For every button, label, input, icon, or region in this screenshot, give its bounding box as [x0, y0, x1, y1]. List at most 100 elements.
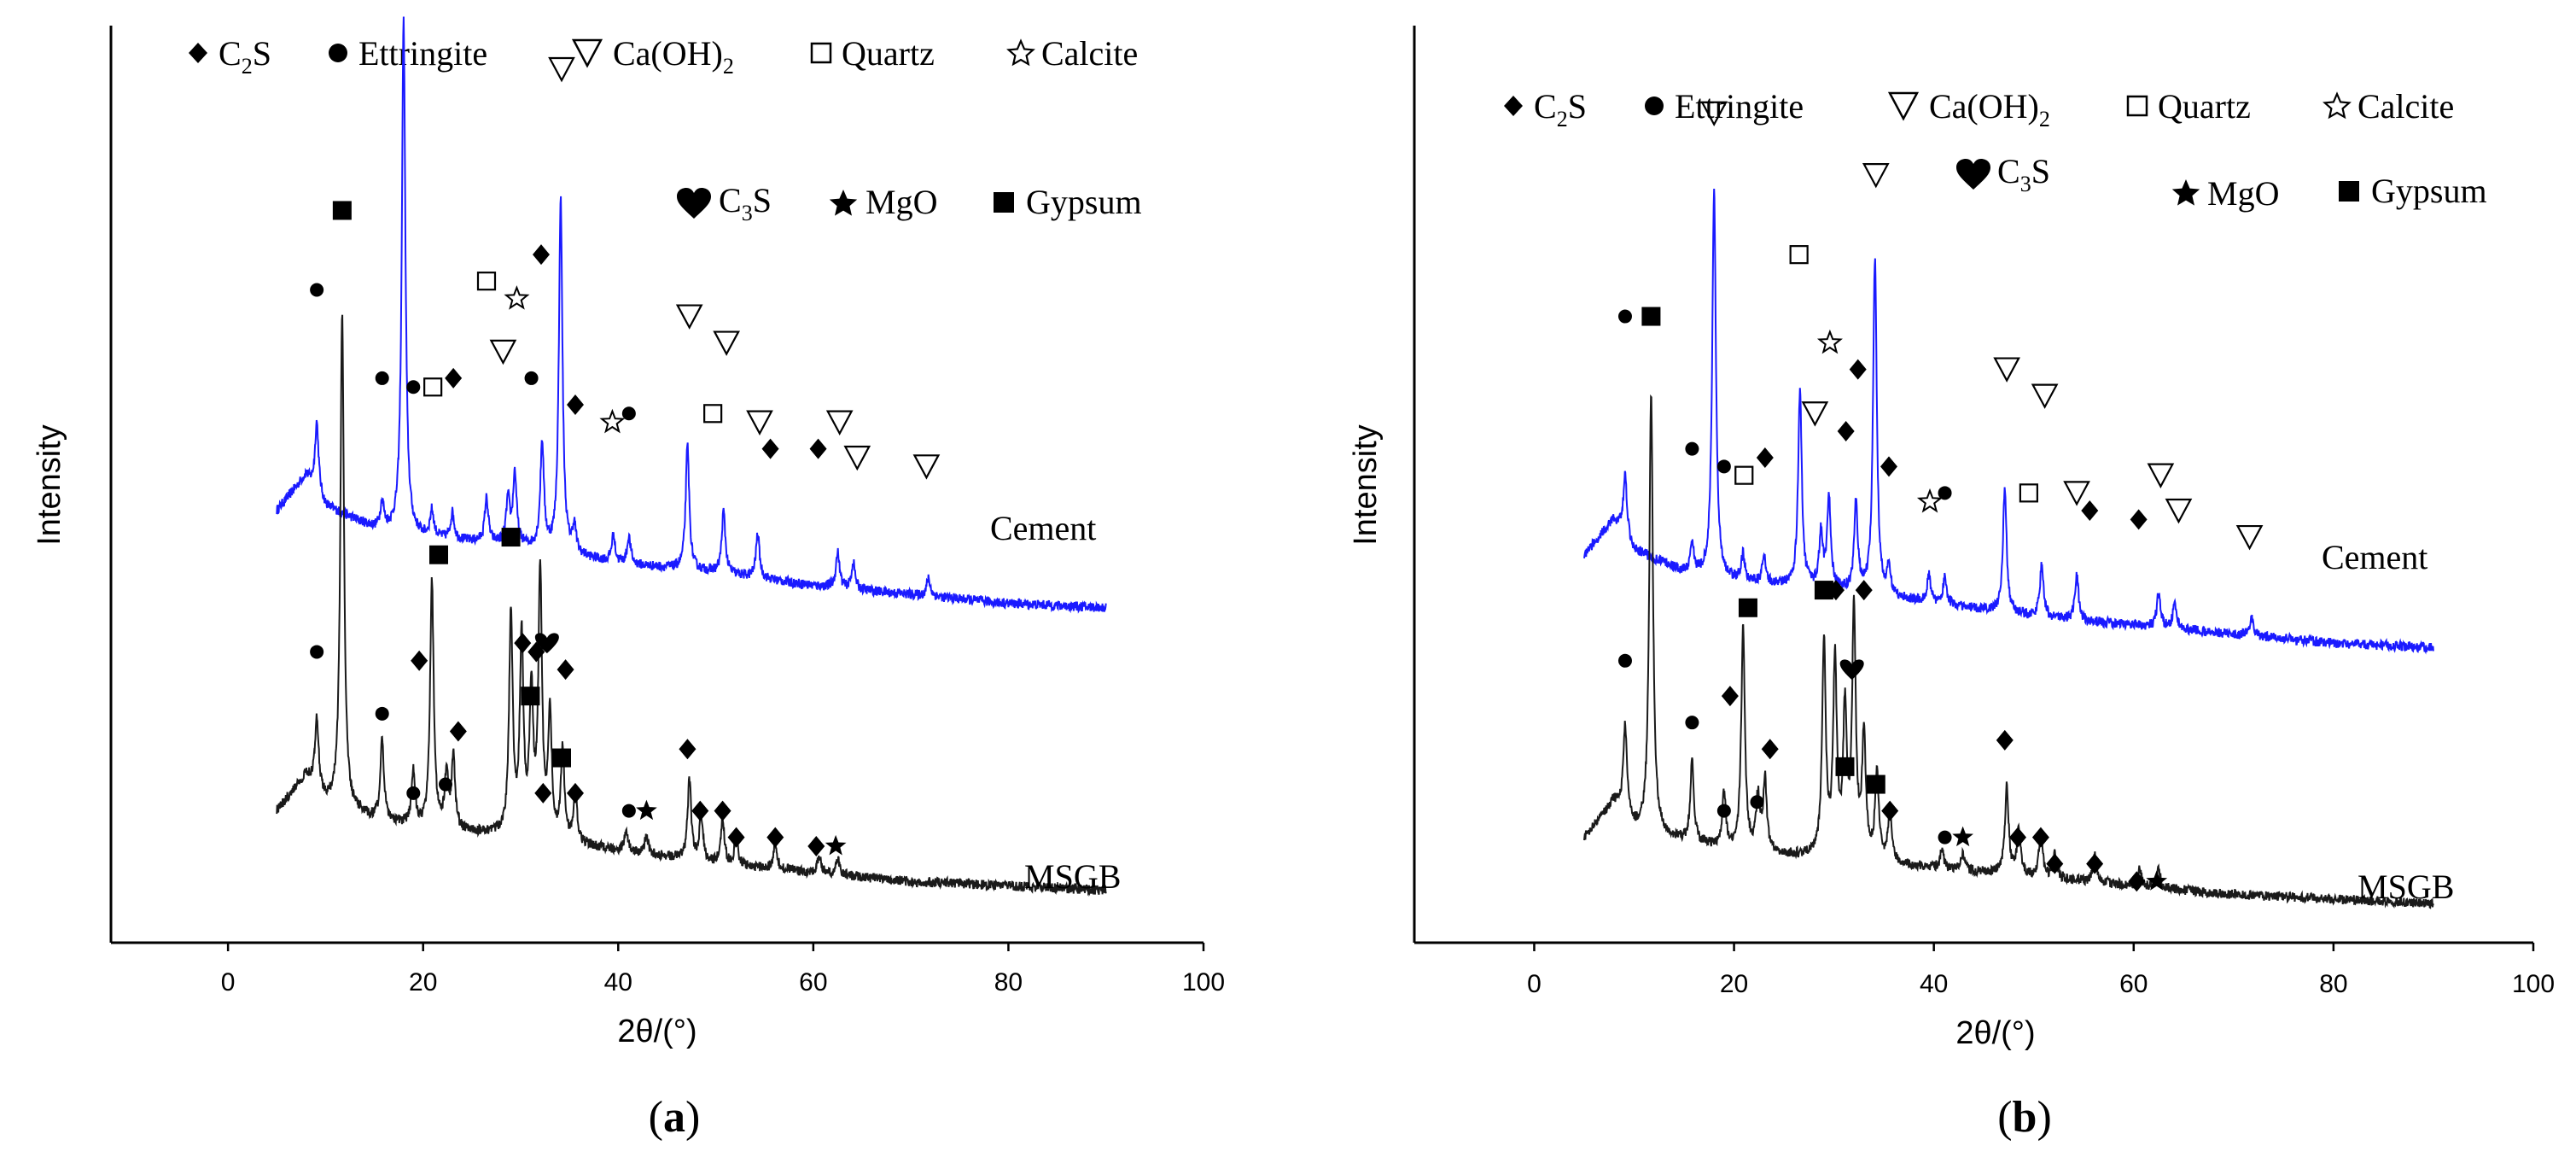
c2s-marker [761, 438, 779, 459]
x-tick-label: 80 [994, 968, 1023, 996]
caoh2-marker [548, 56, 575, 83]
panel-b-phase-markers [1617, 101, 2264, 892]
c3s-legend-label: C3S [1997, 152, 2050, 196]
quartz-marker [1734, 465, 1754, 485]
c2s-marker [557, 659, 574, 681]
mgo-legend-label: MgO [865, 183, 937, 221]
panel-a-msgb-pattern [276, 314, 1107, 897]
gypsum-marker [521, 687, 540, 706]
x-tick-label: 0 [221, 968, 236, 996]
panel-b-msgb-pattern [1583, 394, 2434, 909]
gypsum-marker [501, 528, 521, 547]
caoh2-legend-label: Ca(OH)2 [1929, 87, 2050, 131]
c2s-marker [449, 721, 467, 742]
caoh2-marker [912, 454, 941, 480]
quartz-legend-label: Quartz [842, 34, 935, 73]
mgo-legend-icon [2171, 179, 2200, 206]
ettringite-marker [1617, 309, 1632, 324]
c2s-marker [2009, 827, 2027, 848]
ettringite-marker [1617, 653, 1632, 668]
x-tick-label: 100 [1182, 968, 1225, 996]
panel-a-msgb-label: MSGB [1024, 857, 1121, 896]
ettringite-marker [1685, 716, 1699, 730]
calcite-legend-label: Calcite [2357, 87, 2454, 126]
ettringite-marker [406, 786, 421, 800]
gypsum-marker [1738, 598, 1757, 617]
x-tick-label: 60 [2119, 970, 2148, 998]
c2s-marker [533, 244, 550, 266]
c2s-legend-icon [189, 43, 207, 63]
ettringite-marker [406, 380, 421, 394]
caoh2-marker [1801, 401, 1829, 427]
caoh2-marker [746, 410, 773, 435]
caoh2-marker [2063, 481, 2090, 506]
panel-b-label: (b) [1997, 1093, 2052, 1142]
caoh2-marker [2235, 524, 2264, 551]
gypsum-marker [1866, 774, 1885, 794]
x-tick-label: 20 [1720, 970, 1748, 998]
x-tick-label: 60 [799, 968, 827, 996]
panel-b-y-axis-title: Intensity [1348, 424, 1384, 546]
x-tick-label: 80 [2319, 970, 2347, 998]
panel-b-msgb-label: MSGB [2357, 868, 2454, 906]
ettringite-marker [1716, 804, 1731, 818]
c2s-marker [1721, 686, 1739, 707]
panel-a-legend: C2S Ettringite Ca(OH)2 Quartz Calcite C3… [189, 34, 1142, 225]
quartz-marker [703, 404, 723, 424]
quartz-marker [476, 272, 497, 291]
gypsum-marker [552, 748, 571, 768]
c2s-marker [691, 800, 709, 821]
ettringite-legend-label: Ettringite [1675, 87, 1804, 126]
caoh2-legend-icon [1887, 91, 1920, 121]
panel-b-cement-pattern [1583, 188, 2434, 655]
ettringite-marker [375, 706, 389, 721]
caoh2-marker [489, 339, 517, 365]
ettringite-legend-label: Ettringite [358, 34, 487, 73]
c3s-marker [534, 633, 559, 654]
caoh2-marker [2031, 383, 2059, 409]
ettringite-marker [375, 371, 389, 385]
panel-a-cement-pattern [276, 16, 1107, 614]
calcite-legend-icon [1006, 38, 1035, 67]
c2s-marker [534, 782, 552, 804]
caoh2-marker [1993, 357, 2020, 383]
caoh2-marker [1700, 101, 1728, 127]
c2s-marker [807, 835, 825, 856]
gypsum-marker [332, 201, 352, 220]
calcite-marker [1916, 488, 1944, 513]
quartz-marker [1789, 245, 1809, 265]
c2s-marker [766, 827, 784, 848]
c2s-marker [1756, 447, 1774, 468]
caoh2-marker [2165, 498, 2193, 524]
c2s-marker [514, 633, 532, 654]
c3s-legend-icon [1956, 159, 1990, 190]
calcite-marker [599, 408, 626, 434]
c2s-marker [445, 367, 463, 389]
caoh2-marker [713, 330, 740, 356]
ettringite-marker [1685, 441, 1699, 456]
c2s-legend-label: C2S [219, 34, 271, 79]
c2s-marker [1761, 739, 1779, 760]
panel-b-legend: C2S Ettringite Ca(OH)2 Quartz Calcite C3… [1504, 87, 2487, 213]
c2s-legend-label: C2S [1534, 87, 1587, 131]
ettringite-marker [310, 283, 324, 297]
c2s-marker [2046, 853, 2064, 874]
caoh2-legend-label: Ca(OH)2 [613, 34, 734, 79]
panel-a-phase-markers [310, 56, 941, 856]
c2s-marker [1881, 800, 1899, 821]
ettringite-legend-icon [1645, 96, 1664, 115]
ettringite-marker [1938, 830, 1952, 844]
ettringite-marker [310, 645, 324, 659]
c2s-legend-icon [1504, 96, 1523, 116]
panel-a-y-axis-title: Intensity [32, 424, 67, 546]
quartz-marker [2019, 483, 2038, 503]
ettringite-marker [524, 371, 539, 385]
c2s-marker [567, 394, 584, 415]
c2s-marker [1827, 580, 1845, 601]
c2s-marker [567, 782, 584, 804]
mgo-marker [825, 834, 847, 856]
c2s-marker [809, 438, 827, 459]
ettringite-marker [439, 777, 452, 792]
ettringite-marker [621, 804, 636, 818]
